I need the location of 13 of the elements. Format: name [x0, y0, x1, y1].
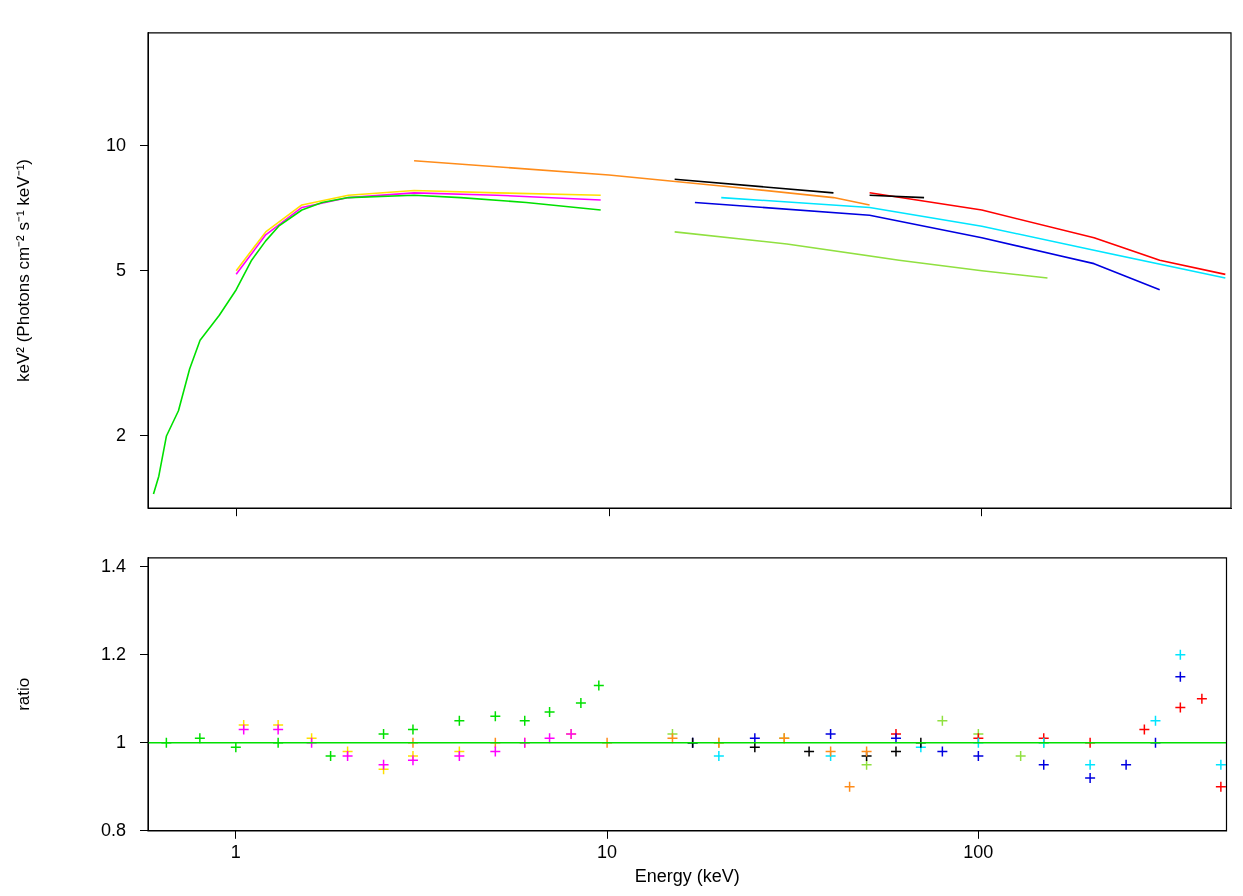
y-tick-label: 1 [115, 731, 126, 752]
y-tick-label: 1.2 [100, 643, 126, 664]
x-tick-label: 1 [230, 841, 241, 862]
y-tick-label: 1.4 [100, 555, 126, 576]
y-axis-title: keV² (Photons cm⁻² s⁻¹ keV⁻¹) [13, 159, 33, 382]
x-axis-title: Energy (keV) [634, 866, 740, 887]
y-tick-label: 5 [115, 259, 126, 280]
x-tick-label: 100 [963, 841, 994, 862]
y-tick-label: 0.8 [100, 819, 126, 840]
x-tick-label: 10 [597, 841, 618, 862]
y-tick-label: 10 [105, 134, 126, 155]
y-axis-title: ratio [13, 677, 33, 711]
y-tick-label: 2 [115, 424, 126, 445]
